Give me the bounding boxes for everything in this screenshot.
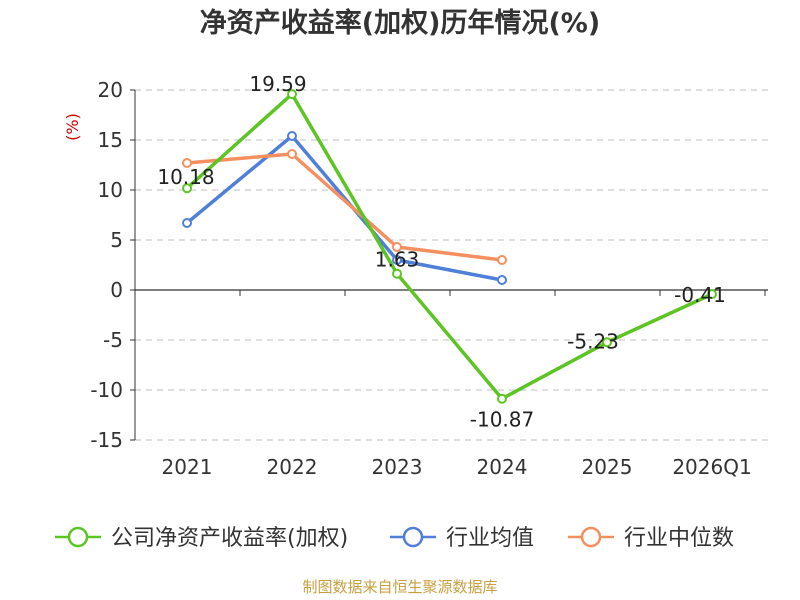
series-line — [186, 152, 503, 262]
legend-marker — [402, 526, 424, 548]
x-tick-label: 2025 — [582, 455, 633, 479]
data-point — [497, 255, 507, 265]
y-tick-label: 15 — [98, 128, 123, 152]
data-point — [602, 337, 612, 348]
data-point — [497, 275, 507, 285]
data-labels: 10.18 19.59 1.63 -10.87 -5.23 -0.41 — [157, 72, 726, 432]
data-point — [287, 89, 297, 100]
legend-entry: 行业中位数 — [624, 526, 734, 551]
y-axis-ticks: 20 15 10 5 0 -5 -10 -15 — [90, 78, 136, 452]
data-point — [392, 255, 402, 265]
data-point — [497, 393, 507, 404]
data-point — [707, 289, 717, 300]
x-tick-label: 2023 — [372, 455, 423, 479]
data-point — [392, 268, 402, 279]
legend-entry: 公司净资产收益率(加权) — [111, 526, 348, 551]
x-axis: 2021 2022 2023 2024 2025 2026Q1 — [134, 289, 768, 479]
source-note: 制图数据来自恒生聚源数据库 — [302, 578, 497, 596]
y-axis-label: (%) — [63, 113, 82, 141]
series-line — [185, 134, 503, 282]
x-tick-label: 2026Q1 — [672, 455, 751, 479]
data-point — [287, 149, 297, 159]
y-tick-label: 5 — [110, 228, 123, 252]
legend-marker — [580, 526, 602, 548]
data-label: -10.87 — [470, 408, 534, 432]
y-tick-label: -5 — [103, 328, 123, 352]
data-point — [182, 218, 192, 228]
legend-marker — [67, 526, 89, 548]
y-tick-label: -15 — [90, 428, 123, 452]
series-line — [185, 92, 713, 401]
x-tick-label: 2021 — [162, 455, 213, 479]
y-tick-label: 0 — [110, 278, 123, 302]
y-tick-label: 20 — [98, 78, 123, 102]
x-tick-label: 2024 — [477, 455, 528, 479]
data-label: 10.18 — [157, 165, 214, 189]
data-label: 1.63 — [375, 248, 420, 272]
chart-title: 净资产收益率(加权)历年情况(%) — [200, 7, 600, 39]
data-point — [182, 183, 192, 194]
data-label: -0.41 — [674, 283, 726, 307]
data-label: 19.59 — [249, 72, 306, 96]
grid-lines — [135, 89, 768, 441]
data-label: -5.23 — [567, 329, 619, 353]
legend-entry: 行业均值 — [446, 526, 534, 551]
data-point — [287, 131, 297, 141]
y-tick-label: 10 — [98, 178, 123, 202]
series-group — [182, 89, 717, 404]
data-point — [392, 242, 402, 252]
x-tick-label: 2022 — [267, 455, 318, 479]
data-point — [182, 158, 192, 168]
legend: 公司净资产收益率(加权) 行业均值 行业中位数 — [55, 526, 734, 551]
y-tick-label: -10 — [90, 378, 123, 402]
